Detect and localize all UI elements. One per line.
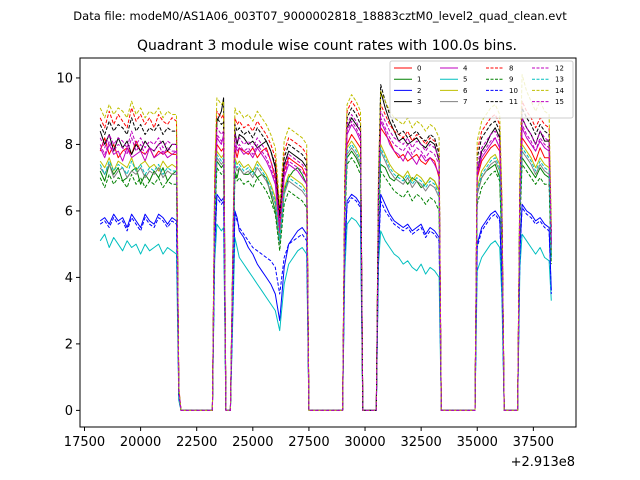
- series-layer: [99, 74, 552, 411]
- y-tick-label: 8: [65, 138, 73, 153]
- legend-label-2: 2: [417, 87, 421, 95]
- y-tick-label: 4: [65, 271, 73, 286]
- legend-label-0: 0: [417, 65, 421, 73]
- x-tick-label: 22500: [176, 435, 217, 450]
- x-tick-label: 35000: [457, 435, 498, 450]
- legend-box: [389, 60, 574, 119]
- plot-frame: [79, 57, 577, 428]
- x-tick-label: 17500: [64, 435, 105, 450]
- legend-label-12: 12: [555, 65, 564, 73]
- x-axis-offset-label: +2.913e8: [511, 455, 575, 470]
- legend-label-7: 7: [463, 98, 467, 106]
- legend-label-15: 15: [555, 98, 564, 106]
- y-tick-label: 10: [56, 71, 73, 86]
- legend-label-11: 11: [509, 98, 518, 106]
- x-tick-label: 27500: [288, 435, 329, 450]
- legend-label-13: 13: [555, 76, 564, 84]
- legend-label-1: 1: [417, 76, 421, 84]
- x-tick-label: 25000: [232, 435, 273, 450]
- axis-layer: 17500 20000 22500 25000 27500 30000 32500 35000…: [56, 71, 554, 450]
- legend-label-3: 3: [417, 98, 421, 106]
- x-tick-label: 20000: [120, 435, 161, 450]
- legend-label-10: 10: [509, 87, 518, 95]
- legend-label-4: 4: [463, 65, 468, 73]
- legend-label-6: 6: [463, 87, 468, 95]
- y-tick-label: 2: [65, 337, 73, 352]
- legend-label-14: 14: [555, 87, 564, 95]
- x-tick-label: 32500: [400, 435, 441, 450]
- x-tick-label: 30000: [344, 435, 385, 450]
- y-tick-label: 0: [65, 404, 73, 419]
- chart-title: Quadrant 3 module wise count rates with …: [137, 38, 517, 54]
- y-tick-label: 6: [65, 204, 73, 219]
- legend-label-5: 5: [463, 76, 467, 84]
- legend-label-8: 8: [509, 65, 513, 73]
- chart-suptitle: Data file: modeM0/AS1A06_003T07_90000028…: [73, 9, 567, 23]
- legend-label-9: 9: [509, 76, 513, 84]
- x-tick-label: 37500: [513, 435, 554, 450]
